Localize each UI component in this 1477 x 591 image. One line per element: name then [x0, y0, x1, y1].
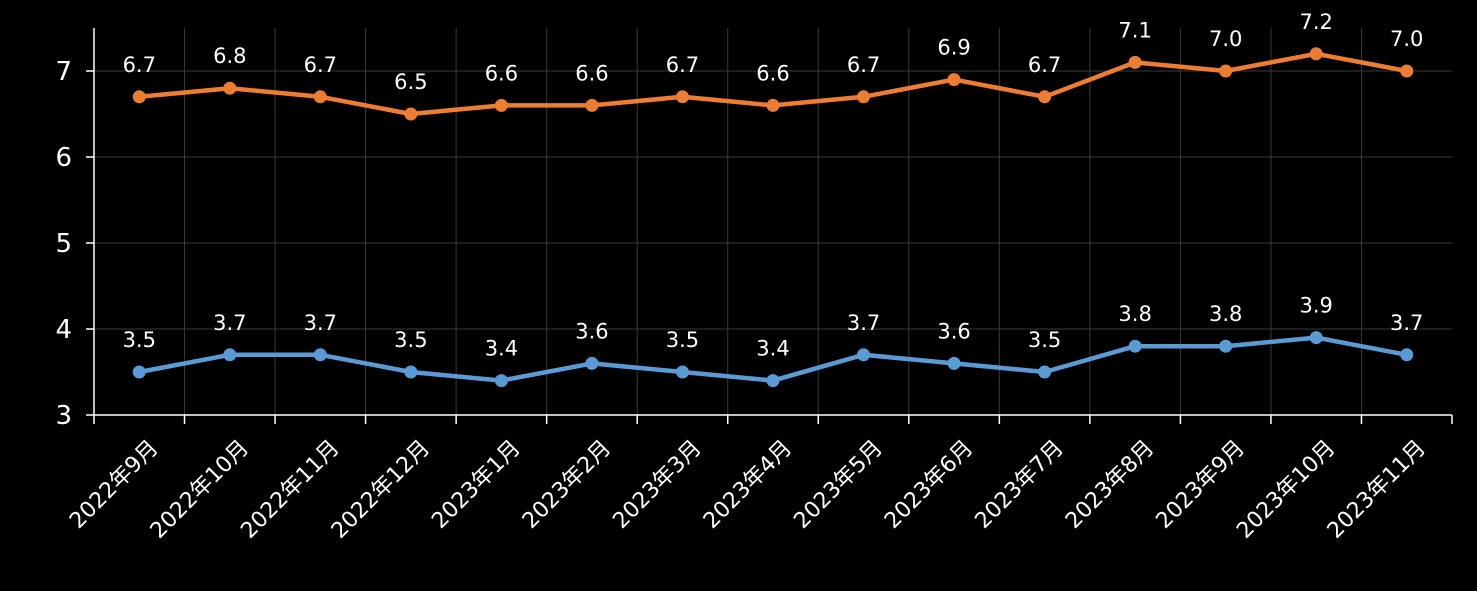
series-0-point — [1219, 64, 1233, 78]
y-tick-label: 5 — [55, 229, 72, 259]
series-1-data-label: 3.7 — [1390, 311, 1423, 335]
series-0-data-label: 7.0 — [1390, 27, 1423, 51]
series-0-data-label: 6.6 — [575, 61, 608, 85]
series-1-point — [1128, 339, 1142, 353]
series-0-point — [1128, 55, 1142, 69]
series-1-data-label: 3.6 — [575, 319, 608, 343]
y-tick-label: 3 — [55, 401, 72, 431]
series-0-data-label: 7.1 — [1118, 18, 1151, 42]
y-tick-label: 7 — [55, 57, 72, 87]
series-0-data-label: 6.7 — [666, 53, 699, 77]
series-0-data-label: 7.2 — [1299, 10, 1332, 34]
series-1-point — [1038, 365, 1052, 379]
series-0-data-label: 6.7 — [847, 53, 880, 77]
series-group: 6.7 6.8 6.7 6.5 6.6 6.6 6.7 6.6 6.7 6.9 6.7 7.1 7.0 7… — [123, 10, 1423, 388]
series-0-point — [494, 98, 508, 112]
series-0-data-label: 6.6 — [756, 61, 789, 85]
series-1-data-label: 3.7 — [847, 311, 880, 335]
series-1-data-label: 3.5 — [394, 328, 427, 352]
series-0-data-label: 6.5 — [394, 70, 427, 94]
series-1-data-label: 3.4 — [756, 337, 789, 361]
series-0-point — [223, 81, 237, 95]
series-1-data-label: 3.8 — [1118, 302, 1151, 326]
series-0-point — [132, 90, 146, 104]
series-1-data-label: 3.5 — [123, 328, 156, 352]
series-0-data-label: 6.6 — [485, 61, 518, 85]
series-1-point — [675, 365, 689, 379]
x-tick-label: 2022年12月 — [327, 436, 435, 544]
series-1-data-label: 3.5 — [666, 328, 699, 352]
x-tick-label: 2023年1月 — [427, 436, 525, 534]
series-0-point — [1309, 47, 1323, 61]
x-tick-label: 2023年3月 — [608, 436, 706, 534]
series-1-data-label: 3.7 — [304, 311, 337, 335]
series-0-point — [585, 98, 599, 112]
series-0-point — [404, 107, 418, 121]
x-tick-label: 2022年9月 — [65, 436, 163, 534]
series-0-point — [947, 73, 961, 87]
series-0-point — [857, 90, 871, 104]
series-1-data-label: 3.5 — [1028, 328, 1061, 352]
series-1-point — [404, 365, 418, 379]
series-1-point — [857, 348, 871, 362]
series-1-point — [947, 356, 961, 370]
x-tick-label: 2023年7月 — [971, 436, 1069, 534]
series-0-point — [766, 98, 780, 112]
series-0-point — [1038, 90, 1052, 104]
series-1-point — [1219, 339, 1233, 353]
x-tick-label: 2023年5月 — [789, 436, 887, 534]
series-0-data-label: 6.7 — [1028, 53, 1061, 77]
series-1-point — [1400, 348, 1414, 362]
y-tick-label: 4 — [55, 315, 72, 345]
y-axis-ticks: 3 4 5 6 7 — [55, 57, 72, 431]
x-tick-label: 2023年8月 — [1061, 436, 1159, 534]
series-0-point — [675, 90, 689, 104]
series-1-data-label: 3.8 — [1209, 302, 1242, 326]
series-1-point — [766, 374, 780, 388]
series-0-point — [1400, 64, 1414, 78]
series-1-data-label: 3.9 — [1299, 294, 1332, 318]
series-1-point — [313, 348, 327, 362]
series-0-data-label: 6.9 — [937, 36, 970, 60]
series-1-data-label: 3.4 — [485, 337, 518, 361]
series-1-data-label: 3.6 — [937, 319, 970, 343]
y-tick-label: 6 — [55, 143, 72, 173]
series-1-point — [494, 374, 508, 388]
x-tick-label: 2023年11月 — [1323, 436, 1431, 544]
series-0-point — [313, 90, 327, 104]
series-0-data-label: 7.0 — [1209, 27, 1242, 51]
x-tick-label: 2023年9月 — [1152, 436, 1250, 534]
series-1-point — [1309, 331, 1323, 345]
series-1-point — [223, 348, 237, 362]
series-0-data-label: 6.7 — [304, 53, 337, 77]
series-1-point — [132, 365, 146, 379]
x-tick-label: 2023年2月 — [518, 436, 616, 534]
x-axis-ticks: 2022年9月2022年10月2022年11月2022年12月2023年1月20… — [65, 436, 1431, 544]
series-1-point — [585, 356, 599, 370]
x-tick-label: 2023年6月 — [880, 436, 978, 534]
x-tick-label: 2023年4月 — [699, 436, 797, 534]
series-0-data-label: 6.7 — [123, 53, 156, 77]
series-0-data-label: 6.8 — [213, 44, 246, 68]
axes — [86, 28, 1453, 424]
series-1-data-label: 3.7 — [213, 311, 246, 335]
